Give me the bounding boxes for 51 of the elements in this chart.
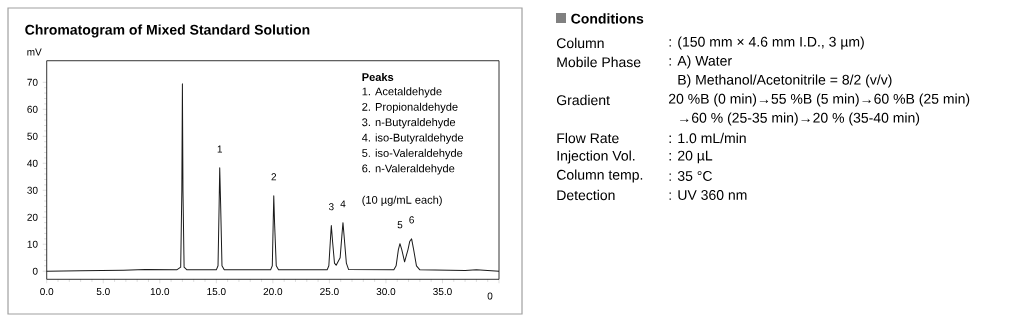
line-series [46, 83, 500, 272]
x-tick-label: 5.0 [96, 288, 110, 296]
y-tick-label: 60 [27, 105, 38, 113]
text: : A) Water [669, 55, 732, 69]
annotation: 5. iso-Valeraldehyde [362, 148, 463, 160]
text: Conditions [571, 13, 644, 24]
x-tick-label: 35.0 [433, 288, 452, 296]
text: Injection Vol. [557, 150, 635, 164]
annotation: 2 [271, 173, 277, 181]
x-tick-label: 0.0 [40, 288, 54, 296]
x-tick-label: 30.0 [376, 288, 396, 296]
text: 0 [487, 292, 493, 300]
text: Mobile Phase [557, 56, 641, 68]
annotation: 1 [217, 145, 223, 153]
annotation: 1. Acetaldehyde [362, 87, 442, 98]
annotation: Peaks [362, 72, 394, 82]
chart-title: Chromatogram of Mixed Standard Solution [25, 24, 310, 38]
text: : (150 mm × 4.6 mm I.D., 3 µm) [669, 36, 864, 50]
text: : 1.0 mL/min [669, 132, 746, 144]
y-axis-title: mV [27, 48, 42, 56]
y-tick-label: 40 [27, 159, 38, 167]
y-tick-label: 20 [27, 213, 38, 221]
annotation: 2. Propionaldehyde [362, 102, 458, 113]
y-tick-label: 70 [27, 78, 38, 86]
annotation: 4 [340, 200, 346, 208]
x-tick-label: 20.0 [263, 288, 283, 296]
text: →60 % (25-35 min)→20 % (35-40 min) [680, 112, 920, 126]
text: : UV 360 nm [669, 190, 747, 200]
y-tick-label: 10 [27, 240, 38, 248]
x-tick-label: 25.0 [320, 288, 339, 296]
x-tick-label: 10.0 [150, 288, 170, 296]
text: B) Methanol/Acetonitrile = 8/2 (v/v) [678, 74, 892, 88]
x-tick-label: 15.0 [207, 288, 226, 296]
y-tick-label: 50 [27, 132, 38, 140]
annotation: 5 [397, 221, 403, 229]
text: : 35 °C [669, 171, 712, 181]
text: Flow Rate [557, 132, 619, 144]
annotation: 3 [328, 203, 334, 211]
annotation: 6. n-Valeraldehyde [362, 164, 455, 175]
annotation: (10 µg/mL each) [362, 195, 442, 206]
annotation: 4. iso-Butyraldehyde [361, 133, 464, 144]
text: : 20 µL [669, 150, 713, 164]
annotation: 6 [409, 216, 414, 224]
y-tick-label: 30 [27, 186, 38, 194]
annotation: 3. n-Butyraldehyde [362, 118, 456, 129]
y-tick-label: 0 [32, 267, 38, 275]
text: Column [556, 37, 604, 49]
text: 20 %B (0 min)→55 %B (5 min)→60 %B (25 min) [668, 93, 970, 107]
text: Detection [557, 189, 615, 201]
text: Gradient [556, 94, 610, 106]
text: Column temp. [556, 169, 643, 183]
